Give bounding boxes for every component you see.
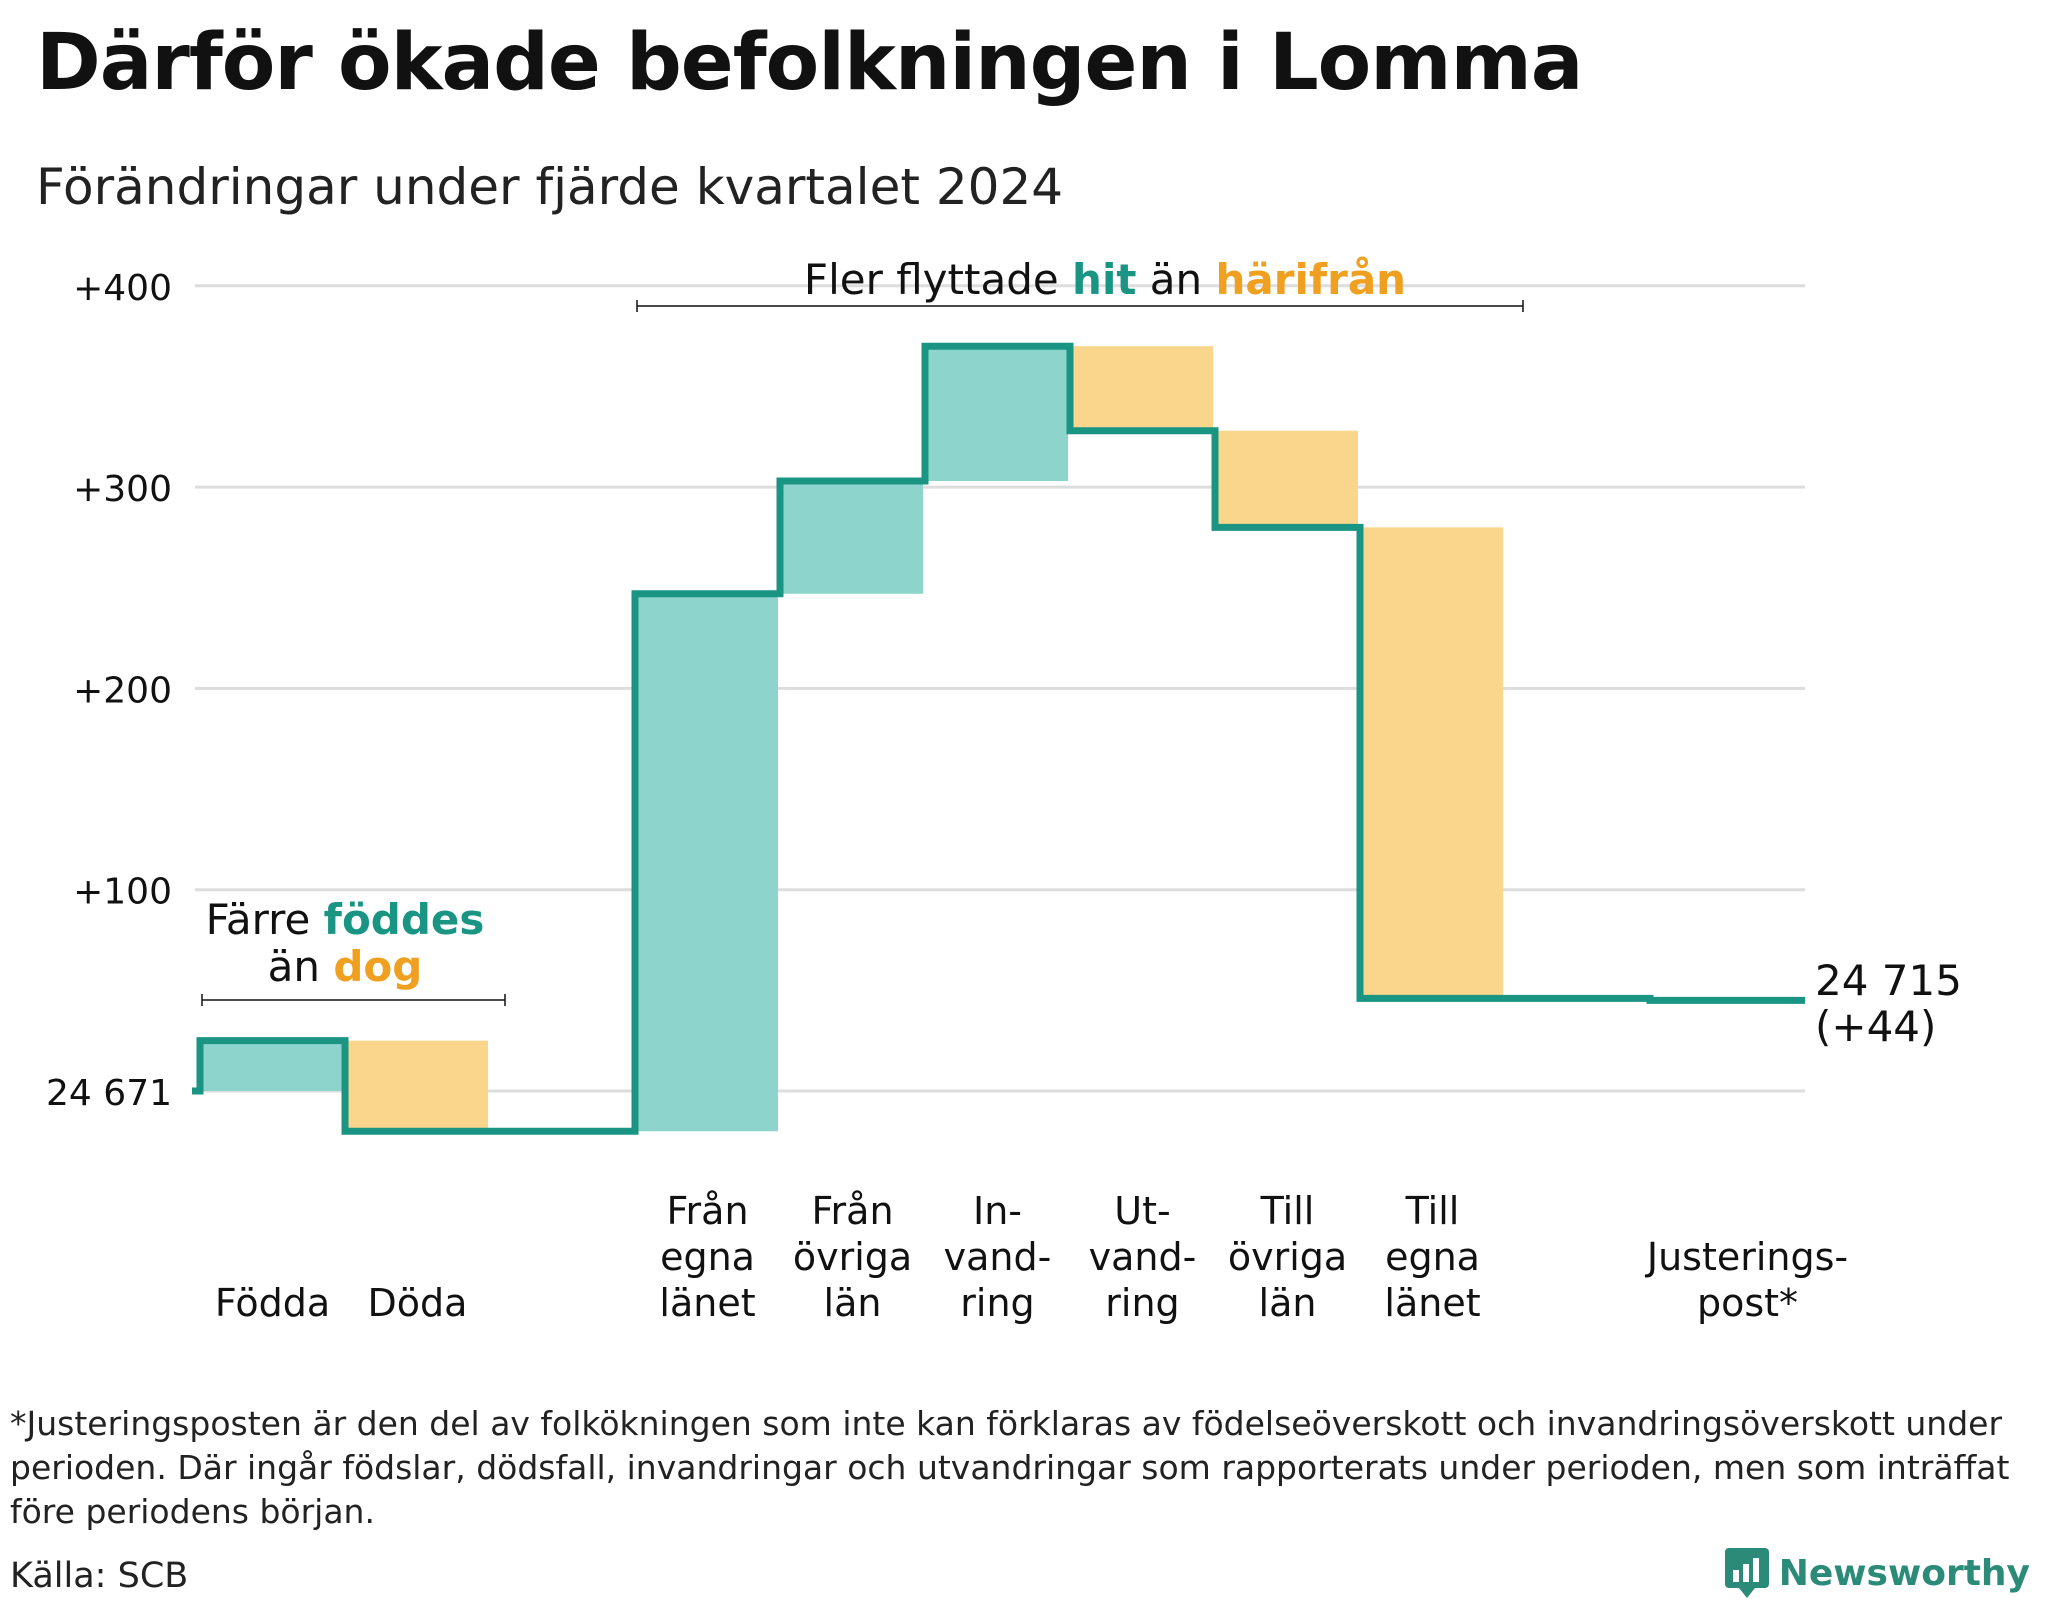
source-credit: Källa: SCB bbox=[10, 1556, 189, 1596]
category-label: län bbox=[824, 1281, 882, 1325]
chart-title: Därför ökade befolkningen i Lomma bbox=[36, 18, 1583, 108]
births-bracket bbox=[201, 994, 506, 1006]
births-annotation-line2: än dog bbox=[268, 942, 423, 991]
end-value-label: (+44) bbox=[1815, 1002, 1936, 1051]
category-label: Från bbox=[811, 1189, 893, 1233]
step-line bbox=[192, 342, 1805, 1135]
category-label: egna bbox=[1385, 1235, 1480, 1279]
waterfall-bar bbox=[782, 481, 923, 594]
y-tick-label: +400 bbox=[73, 268, 172, 309]
births-annotation-line1: Färre föddes bbox=[206, 895, 485, 944]
category-label: Från bbox=[666, 1189, 748, 1233]
y-tick-label: 24 671 bbox=[46, 1073, 172, 1114]
category-label: länet bbox=[659, 1281, 755, 1325]
category-label: Födda bbox=[215, 1281, 330, 1325]
category-label: Justerings- bbox=[1645, 1235, 1848, 1279]
waterfall-bar bbox=[202, 1040, 343, 1091]
category-label: länet bbox=[1384, 1281, 1480, 1325]
moves-annotation: Fler flyttade hit än härifrån bbox=[804, 255, 1406, 304]
chart-subtitle: Förändringar under fjärde kvartalet 2024 bbox=[36, 158, 1064, 216]
end-value-label: 24 715 bbox=[1815, 956, 1962, 1005]
category-label: län bbox=[1259, 1281, 1317, 1325]
waterfall-bar bbox=[927, 346, 1068, 482]
y-tick-label: +300 bbox=[73, 469, 172, 510]
waterfall-bar bbox=[1362, 527, 1503, 999]
category-label: Döda bbox=[368, 1281, 468, 1325]
bars bbox=[202, 346, 1503, 1132]
category-label: egna bbox=[660, 1235, 755, 1279]
waterfall-bar bbox=[637, 593, 778, 1132]
category-label: övriga bbox=[1228, 1235, 1347, 1279]
y-tick-label: +100 bbox=[73, 872, 172, 913]
brand-name: Newsworthy bbox=[1778, 1552, 2030, 1594]
category-label: ring bbox=[960, 1281, 1034, 1325]
category-label: vand- bbox=[944, 1235, 1052, 1279]
moves-bracket bbox=[636, 300, 1524, 312]
y-tick-label: +200 bbox=[73, 670, 172, 711]
step-line-layer bbox=[192, 342, 1805, 1135]
category-label: övriga bbox=[793, 1235, 912, 1279]
waterfall-bar bbox=[1072, 346, 1213, 431]
category-label: Till bbox=[1260, 1189, 1315, 1233]
category-label: vand- bbox=[1089, 1235, 1197, 1279]
category-label: Ut- bbox=[1114, 1189, 1170, 1233]
newsworthy-logo-icon bbox=[1724, 1548, 1769, 1598]
waterfall-bar bbox=[347, 1040, 488, 1132]
footnote: *Justeringsposten är den del av folkökni… bbox=[10, 1404, 2010, 1531]
category-label: post* bbox=[1697, 1281, 1798, 1325]
category-label: ring bbox=[1105, 1281, 1179, 1325]
category-label: Till bbox=[1405, 1189, 1460, 1233]
category-label: In- bbox=[973, 1189, 1022, 1233]
brand-logo: Newsworthy bbox=[1724, 1548, 2030, 1598]
waterfall-bar bbox=[1217, 430, 1358, 528]
